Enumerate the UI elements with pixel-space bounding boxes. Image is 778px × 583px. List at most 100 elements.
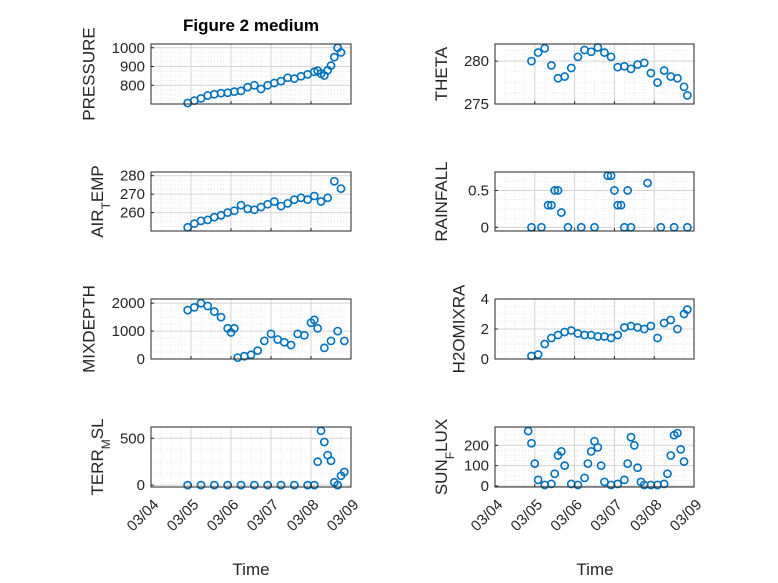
x-tick-label: 03/06 bbox=[204, 496, 243, 535]
data-point bbox=[606, 52, 616, 62]
data-series bbox=[527, 171, 692, 232]
data-series bbox=[527, 305, 692, 361]
data-point bbox=[333, 326, 343, 336]
data-point bbox=[626, 432, 636, 442]
data-point bbox=[540, 43, 550, 53]
data-point bbox=[629, 440, 639, 450]
data-point bbox=[676, 444, 686, 454]
data-point bbox=[286, 340, 296, 350]
data-point bbox=[236, 86, 246, 96]
data-point bbox=[673, 324, 682, 334]
x-tick-label: 03/09 bbox=[667, 496, 706, 535]
data-point bbox=[596, 461, 606, 471]
data-point bbox=[659, 479, 669, 489]
data-point bbox=[593, 442, 603, 452]
x-axis-label-right: Time bbox=[576, 560, 613, 579]
x-axis-label-left: Time bbox=[232, 560, 269, 579]
x-tick-label: 03/08 bbox=[627, 496, 666, 535]
data-point bbox=[336, 48, 346, 57]
data-point bbox=[633, 463, 643, 473]
data-series bbox=[183, 43, 346, 108]
x-tick-label: 03/07 bbox=[587, 496, 626, 535]
axes-frame bbox=[494, 43, 695, 105]
data-point bbox=[333, 480, 343, 490]
x-tick-label: 03/04 bbox=[468, 496, 507, 535]
data-point bbox=[319, 343, 329, 353]
data-point bbox=[533, 350, 543, 359]
x-tick-label: 03/05 bbox=[164, 496, 203, 535]
data-point bbox=[619, 475, 629, 485]
data-point bbox=[639, 58, 649, 68]
data-point bbox=[259, 336, 269, 346]
y-tick-label: 280 bbox=[464, 53, 489, 70]
y-tick-label: 800 bbox=[120, 77, 145, 94]
y-tick-label: 0 bbox=[481, 478, 489, 495]
data-point bbox=[339, 336, 349, 346]
data-point bbox=[196, 480, 206, 490]
data-point bbox=[229, 323, 239, 333]
data-point bbox=[336, 184, 346, 193]
data-series bbox=[527, 43, 692, 100]
data-point bbox=[209, 307, 219, 316]
y-tick-label: 200 bbox=[464, 437, 489, 454]
data-point bbox=[253, 346, 263, 356]
data-point bbox=[323, 193, 333, 203]
data-point bbox=[309, 191, 319, 201]
axes-frame bbox=[494, 171, 695, 232]
data-point bbox=[276, 480, 286, 490]
subplot-h2omixra: 0 2 4 H2OMIXRA bbox=[449, 284, 695, 373]
y-axis-label: MIXDEPTH bbox=[80, 285, 99, 373]
data-point bbox=[600, 48, 609, 57]
x-tick-label: 03/08 bbox=[284, 496, 323, 535]
y-tick-label: 4 bbox=[481, 291, 489, 308]
data-point bbox=[229, 206, 239, 216]
data-point bbox=[556, 208, 566, 217]
data-point bbox=[236, 200, 246, 210]
data-point bbox=[653, 78, 662, 87]
data-point bbox=[556, 447, 566, 456]
data-point bbox=[319, 437, 329, 447]
subplot-rainfall: 0 0.5 RAINFALL bbox=[432, 161, 695, 242]
data-point bbox=[546, 61, 556, 70]
y-axis-label: AIRTEMP bbox=[88, 165, 113, 238]
data-point bbox=[573, 52, 583, 62]
data-point bbox=[329, 52, 339, 62]
data-point bbox=[203, 301, 213, 311]
x-tick-label: 03/07 bbox=[244, 496, 283, 535]
data-point bbox=[299, 330, 309, 340]
grid bbox=[494, 298, 695, 360]
data-point bbox=[326, 336, 336, 346]
y-tick-label: 2 bbox=[481, 321, 489, 338]
data-point bbox=[209, 480, 219, 490]
data-point bbox=[566, 63, 576, 73]
data-point bbox=[623, 186, 633, 195]
data-point bbox=[283, 198, 293, 208]
x-tick-label: 03/09 bbox=[324, 496, 363, 535]
data-series bbox=[183, 426, 349, 490]
data-point bbox=[560, 72, 570, 81]
data-point bbox=[679, 457, 689, 466]
data-point bbox=[586, 47, 596, 57]
data-point bbox=[663, 469, 672, 479]
data-series bbox=[183, 176, 346, 232]
data-point bbox=[553, 186, 563, 195]
data-point bbox=[679, 82, 689, 92]
subplot-mixdepth: 0 1000 2000 MIXDEPTH bbox=[80, 285, 352, 373]
grid bbox=[150, 44, 352, 105]
y-axis-label: TERRMSL bbox=[88, 418, 113, 495]
data-point bbox=[659, 66, 669, 75]
data-point bbox=[236, 480, 246, 490]
figure-title: Figure 2 medium bbox=[183, 16, 319, 35]
axes-frame bbox=[150, 298, 352, 360]
subplot-sun-flux: 0 100 200 03/04 03/05 03/06 03/07 03/08 03/09 SUN… bbox=[432, 419, 705, 535]
subplot-theta: 275 280 THETA bbox=[432, 43, 695, 113]
data-point bbox=[530, 459, 540, 469]
y-tick-label: 1000 bbox=[112, 40, 145, 57]
data-point bbox=[249, 480, 259, 490]
data-point bbox=[303, 195, 313, 205]
axes-frame bbox=[150, 171, 352, 232]
data-point bbox=[339, 467, 349, 477]
y-tick-label: 260 bbox=[120, 205, 145, 222]
